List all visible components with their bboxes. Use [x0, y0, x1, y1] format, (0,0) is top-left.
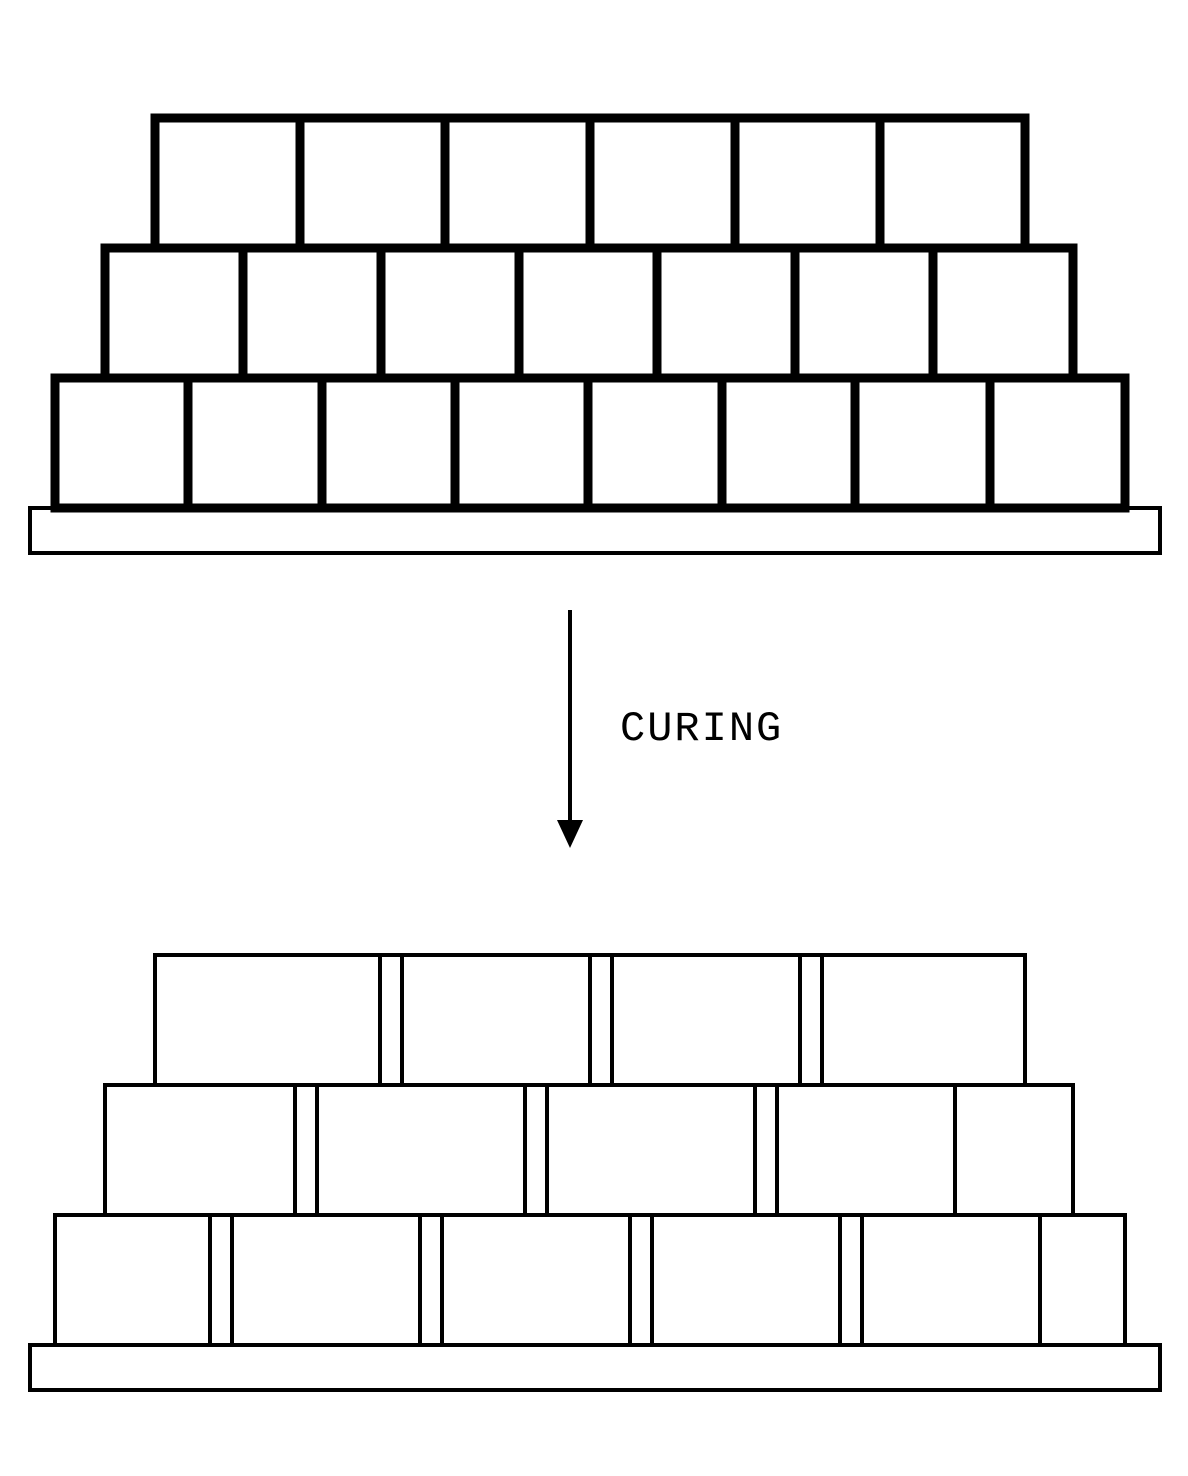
top-row-1	[105, 248, 1073, 378]
bottom-row-0	[55, 1215, 1125, 1345]
diagram-canvas: CURING	[0, 0, 1188, 1476]
top-base-slab	[30, 508, 1160, 553]
curing-arrow-head	[557, 820, 583, 848]
curing-label: CURING	[620, 705, 783, 753]
bottom-row-1	[105, 1085, 1073, 1215]
bottom-base-slab	[30, 1345, 1160, 1390]
